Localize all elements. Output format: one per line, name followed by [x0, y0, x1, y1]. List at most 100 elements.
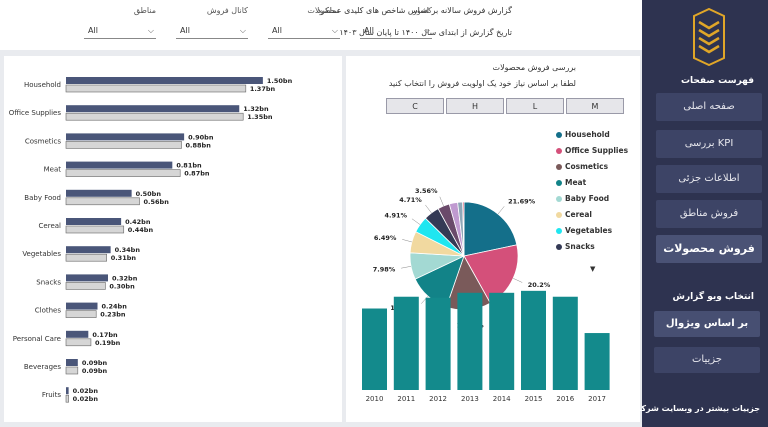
legend-item[interactable]: Household	[556, 130, 610, 139]
bar-previous[interactable]	[65, 366, 79, 375]
priority-button-h[interactable]: H	[446, 98, 504, 114]
bar-current[interactable]	[66, 330, 89, 338]
product-section-title: بررسی فروش محصولات	[492, 63, 576, 72]
data-label: 0.02bn	[73, 387, 99, 395]
view-visual-button[interactable]: بر اساس ویژوال	[654, 311, 760, 337]
bar-previous[interactable]	[65, 141, 182, 149]
leader-line	[439, 196, 444, 207]
legend-item[interactable]: Cereal	[556, 210, 592, 219]
regions-select[interactable]: All ⌵	[84, 24, 156, 39]
bar-current[interactable]	[66, 274, 108, 282]
filter-label: محصولات	[307, 6, 340, 15]
legend-label: Household	[565, 130, 610, 139]
pie-data-label: 21.69%	[508, 198, 536, 206]
filter-label: مناطق	[133, 6, 156, 15]
category-label: Meat	[44, 166, 62, 174]
bar-current[interactable]	[66, 359, 78, 366]
bar-current[interactable]	[66, 246, 111, 254]
product-sales-panel: 21.69%20.2%13.41%12.66%7.98%6.49%4.91%4.…	[346, 56, 640, 422]
year-label: 2011	[397, 395, 415, 403]
year-column[interactable]	[457, 292, 483, 390]
bar-current[interactable]	[66, 189, 132, 197]
filter-regions: مناطق All ⌵	[84, 6, 156, 39]
leader-line	[425, 204, 432, 214]
nav-product-sales[interactable]: فروش محصولات	[656, 235, 762, 263]
category-label: Household	[24, 81, 61, 89]
priority-button-c[interactable]: C	[386, 98, 444, 114]
chevron-down-icon: ⌵	[239, 26, 246, 35]
report-view-heading: انتخاب ویو گزارش	[672, 292, 754, 302]
year-column[interactable]	[425, 297, 451, 390]
legend-item[interactable]: Vegetables	[556, 226, 612, 235]
category-label: Snacks	[36, 278, 61, 286]
year-label: 2013	[461, 395, 479, 403]
year-column[interactable]	[521, 290, 546, 390]
bar-current[interactable]	[66, 105, 240, 113]
report-subtitle: تاریخ گزارش از ابتدای سال ۱۴۰۰ تا پایان …	[339, 28, 512, 37]
data-label: 0.88bn	[186, 141, 212, 149]
top-filter-bar: گزارش فروش سالانه بر اساس شاخص های کلیدی…	[0, 0, 642, 50]
leader-line	[513, 278, 523, 283]
legend-swatch	[556, 212, 562, 218]
products-select[interactable]: All ⌵	[268, 24, 340, 39]
data-label: 0.09bn	[82, 367, 108, 375]
bar-current[interactable]	[66, 133, 185, 141]
bar-previous[interactable]	[65, 310, 97, 318]
bar-previous[interactable]	[65, 282, 106, 290]
chevron-down-icon: ⌵	[423, 26, 430, 35]
bar-previous[interactable]	[65, 169, 181, 177]
bar-current[interactable]	[66, 218, 122, 225]
chevron-down-icon: ⌵	[331, 26, 338, 35]
view-details-button[interactable]: جزییات	[654, 347, 760, 373]
year-column[interactable]	[362, 308, 387, 390]
year-column[interactable]	[393, 296, 419, 390]
legend-item[interactable]: Meat	[556, 178, 586, 187]
legend-item[interactable]: Office Supplies	[556, 146, 628, 155]
caret-down-icon[interactable]: ▼	[590, 265, 596, 273]
nav-kpi[interactable]: بررسی KPI	[656, 130, 762, 158]
year-column[interactable]	[552, 296, 578, 390]
pie-slice[interactable]	[462, 201, 465, 257]
bar-previous[interactable]	[65, 394, 69, 403]
nav-details[interactable]: اطلاعات جزئی	[656, 165, 762, 193]
bar-current[interactable]	[66, 77, 263, 84]
data-label: 1.35bn	[247, 113, 273, 121]
yearly-column-chart[interactable]: 2010 2011 2012 2013 2014 2015 2016 2017	[346, 286, 640, 426]
year-column[interactable]	[489, 292, 515, 390]
nav-home[interactable]: صفحه اصلی	[656, 93, 762, 121]
pie-data-label: 20.2%	[528, 281, 551, 289]
bar-current[interactable]	[66, 161, 173, 169]
legend-item[interactable]: Baby Food	[556, 194, 609, 203]
bar-current[interactable]	[66, 302, 98, 310]
data-label: 0.19bn	[95, 339, 121, 347]
priority-button-m[interactable]: M	[566, 98, 624, 114]
filter-country: کشور All ⌵	[360, 6, 432, 39]
bar-previous[interactable]	[65, 253, 107, 262]
pie-slice[interactable]	[463, 201, 518, 257]
website-link[interactable]: جزییات بیشتر در وبسایت شرکت	[632, 404, 760, 413]
bar-current[interactable]	[66, 387, 69, 395]
legend-item[interactable]: Cosmetics	[556, 162, 608, 171]
year-label: 2014	[493, 395, 511, 403]
sales-channel-select[interactable]: All ⌵	[176, 24, 248, 39]
bar-previous[interactable]	[65, 338, 92, 347]
filter-products: محصولات All ⌵	[268, 6, 340, 39]
data-label: 0.23bn	[100, 311, 126, 319]
country-select[interactable]: All ⌵	[360, 24, 432, 39]
bar-previous[interactable]	[65, 84, 247, 93]
nav-regional-sales[interactable]: فروش مناطق	[656, 200, 762, 228]
category-label: Cosmetics	[25, 137, 61, 145]
pie-data-label: 3.56%	[415, 187, 438, 195]
legend-item[interactable]: Snacks	[556, 242, 595, 251]
bar-previous[interactable]	[65, 225, 125, 234]
year-label: 2017	[588, 395, 606, 403]
data-label: 0.44bn	[128, 226, 154, 234]
legend-swatch	[556, 180, 562, 186]
bar-previous[interactable]	[65, 197, 140, 206]
priority-button-l[interactable]: L	[506, 98, 564, 114]
bar-previous[interactable]	[65, 112, 244, 121]
year-column[interactable]	[584, 333, 610, 390]
data-label: 0.24bn	[102, 303, 128, 311]
